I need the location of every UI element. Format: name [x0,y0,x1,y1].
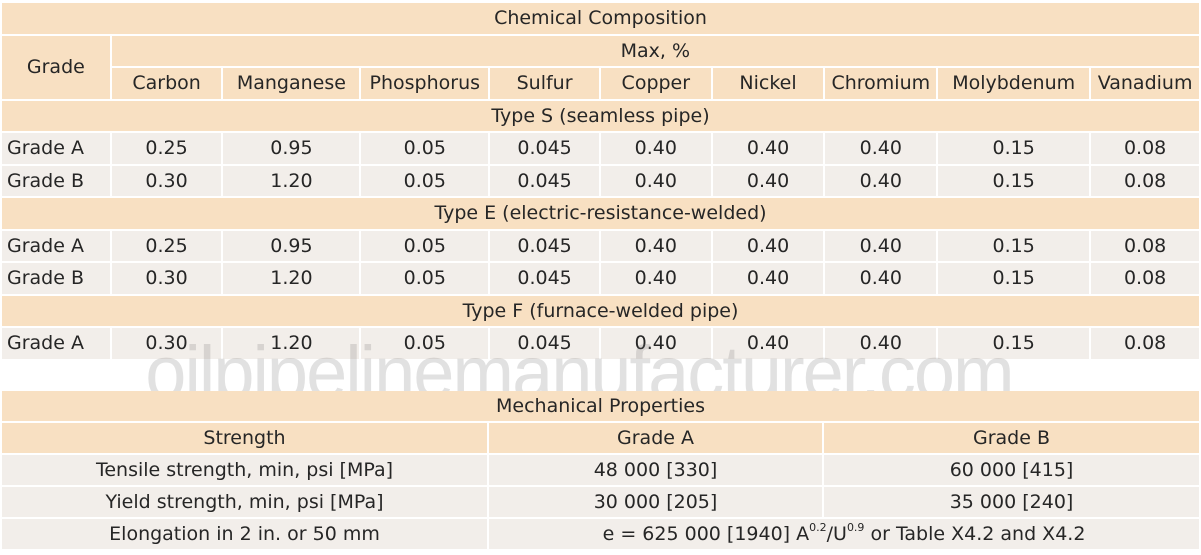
value-nickel: 0.40 [712,263,824,294]
value-sulfur: 0.045 [490,133,599,164]
value-vanadium: 0.08 [1091,230,1199,261]
value-copper: 0.40 [600,230,711,261]
value-vanadium: 0.08 [1091,165,1199,196]
value-chromium: 0.40 [825,263,937,294]
element-header-row: Carbon Manganese Phosphorus Sulfur Copper Nic… [2,68,1199,99]
grade-a-value: 30 000 [205] [489,487,822,517]
element-header-manganese: Manganese [223,68,360,99]
value-vanadium: 0.08 [1091,263,1199,294]
value-sulfur: 0.045 [490,230,599,261]
table-row: Elongation in 2 in. or 50 mm e = 625 000… [2,519,1200,549]
value-carbon: 0.25 [111,133,222,164]
value-carbon: 0.30 [111,263,222,294]
value-chromium: 0.40 [825,328,937,359]
section-title: Type F (furnace-welded pipe) [2,295,1199,326]
formula-mid: /U [826,523,847,545]
mechanical-properties-title: Mechanical Properties [2,391,1200,421]
grade-label: Grade A [2,133,110,164]
formula-prefix: e = 625 000 [1940] A [602,523,810,545]
table-row: Grade A 0.25 0.95 0.05 0.045 0.40 0.40 0.40 0.15… [2,230,1199,261]
section-row: Type E (electric-resistance-welded) [2,198,1199,229]
table-row: Grade A 0.25 0.95 0.05 0.045 0.40 0.40 0.40 0.15… [2,133,1199,164]
table-row: Tensile strength, min, psi [MPa] 48 000 … [2,455,1200,485]
grade-b-header: Grade B [824,423,1200,453]
value-molybdenum: 0.15 [938,328,1090,359]
property-label: Elongation in 2 in. or 50 mm [2,519,487,549]
value-copper: 0.40 [600,263,711,294]
element-header-nickel: Nickel [712,68,824,99]
table-row: Grade B 0.30 1.20 0.05 0.045 0.40 0.40 0.40 0.15… [2,263,1199,294]
value-phosphorus: 0.05 [361,263,489,294]
value-vanadium: 0.08 [1091,328,1199,359]
section-row: Type S (seamless pipe) [2,100,1199,131]
elongation-formula: e = 625 000 [1940] A0.2/U0.9 or Table X4… [489,519,1200,549]
value-nickel: 0.40 [712,230,824,261]
value-vanadium: 0.08 [1091,133,1199,164]
value-copper: 0.40 [600,133,711,164]
section-title: Type S (seamless pipe) [2,100,1199,131]
value-manganese: 1.20 [223,165,360,196]
value-copper: 0.40 [600,328,711,359]
table-row: Grade A 0.30 1.20 0.05 0.045 0.40 0.40 0.40 0.15… [2,328,1199,359]
value-carbon: 0.30 [111,165,222,196]
element-header-phosphorus: Phosphorus [361,68,489,99]
element-header-copper: Copper [600,68,711,99]
value-phosphorus: 0.05 [361,230,489,261]
formula-exponent-a: 0.2 [809,521,827,534]
max-percent-header: Max, % [111,35,1199,66]
value-phosphorus: 0.05 [361,328,489,359]
section-row: Type F (furnace-welded pipe) [2,295,1199,326]
mechanical-body: Tensile strength, min, psi [MPa] 48 000 … [2,455,1200,549]
chemical-composition-table: Chemical Composition Grade Max, % Carbon… [0,1,1201,361]
element-header-sulfur: Sulfur [490,68,599,99]
value-molybdenum: 0.15 [938,230,1090,261]
grade-a-header: Grade A [489,423,822,453]
section-title: Type E (electric-resistance-welded) [2,198,1199,229]
value-phosphorus: 0.05 [361,133,489,164]
grade-label: Grade A [2,230,110,261]
value-phosphorus: 0.05 [361,165,489,196]
chemical-body: Type S (seamless pipe) Grade A 0.25 0.95 0.0… [2,100,1199,359]
grade-b-value: 60 000 [415] [824,455,1200,485]
grade-label: Grade B [2,165,110,196]
strength-header: Strength [2,423,487,453]
formula-exponent-u: 0.9 [846,521,865,534]
element-header-molybdenum: Molybdenum [938,68,1090,99]
value-nickel: 0.40 [712,133,824,164]
value-nickel: 0.40 [712,165,824,196]
element-header-vanadium: Vanadium [1091,68,1199,99]
property-label: Yield strength, min, psi [MPa] [2,487,487,517]
property-label: Tensile strength, min, psi [MPa] [2,455,487,485]
value-sulfur: 0.045 [490,328,599,359]
table-row: Yield strength, min, psi [MPa] 30 000 [2… [2,487,1200,517]
value-nickel: 0.40 [712,328,824,359]
value-manganese: 1.20 [223,328,360,359]
value-molybdenum: 0.15 [938,263,1090,294]
value-manganese: 0.95 [223,230,360,261]
value-sulfur: 0.045 [490,263,599,294]
value-sulfur: 0.045 [490,165,599,196]
value-molybdenum: 0.15 [938,133,1090,164]
grade-label: Grade B [2,263,110,294]
value-chromium: 0.40 [825,133,937,164]
value-chromium: 0.40 [825,230,937,261]
chemical-composition-title: Chemical Composition [2,3,1199,34]
grade-a-value: 48 000 [330] [489,455,822,485]
grade-b-value: 35 000 [240] [824,487,1200,517]
value-chromium: 0.40 [825,165,937,196]
value-manganese: 1.20 [223,263,360,294]
grade-header: Grade [2,35,110,99]
value-molybdenum: 0.15 [938,165,1090,196]
value-carbon: 0.25 [111,230,222,261]
value-carbon: 0.30 [111,328,222,359]
element-header-carbon: Carbon [111,68,222,99]
formula-suffix: or Table X4.2 and X4.2 [864,523,1086,545]
value-manganese: 0.95 [223,133,360,164]
table-row: Grade B 0.30 1.20 0.05 0.045 0.40 0.40 0.40 0.15… [2,165,1199,196]
value-copper: 0.40 [600,165,711,196]
element-header-chromium: Chromium [825,68,937,99]
grade-label: Grade A [2,328,110,359]
mechanical-properties-table: Mechanical Properties Strength Grade A G… [0,389,1201,551]
